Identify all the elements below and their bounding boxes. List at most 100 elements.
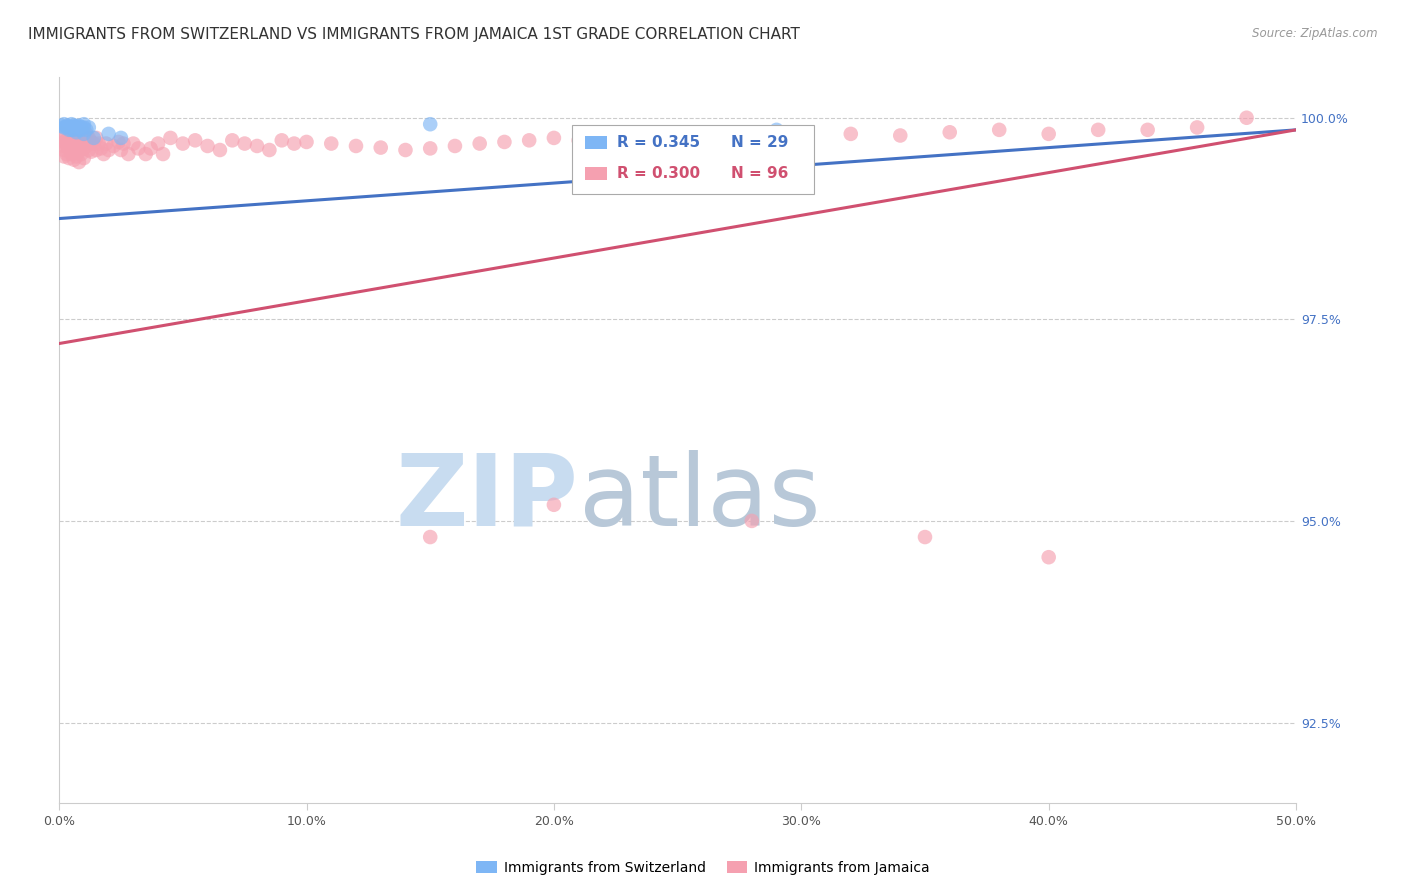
Point (83, 131, 105, 145)
Point (1038, 550, 1060, 565)
Point (73, 117, 96, 131)
Point (70, 136, 93, 151)
Text: Source: ZipAtlas.com: Source: ZipAtlas.com (1253, 27, 1378, 40)
Point (87, 136, 110, 151)
Point (55, 119, 77, 133)
Point (117, 147, 139, 161)
Point (152, 147, 174, 161)
Point (172, 136, 194, 151)
Point (419, 141, 441, 155)
Text: N = 29: N = 29 (731, 136, 789, 150)
FancyBboxPatch shape (572, 125, 814, 194)
Point (988, 123, 1011, 137)
Point (65, 141, 87, 155)
Point (63, 153, 86, 167)
Point (159, 131, 181, 145)
Point (80, 135, 103, 149)
Point (110, 143, 132, 157)
Point (270, 133, 292, 147)
Point (146, 136, 169, 151)
Point (65, 125, 87, 139)
Point (94, 136, 117, 151)
Point (468, 136, 491, 151)
Bar (585, 136, 607, 149)
Point (246, 139, 269, 153)
Text: IMMIGRANTS FROM SWITZERLAND VS IMMIGRANTS FROM JAMAICA 1ST GRADE CORRELATION CHA: IMMIGRANTS FROM SWITZERLAND VS IMMIGRANT… (28, 27, 800, 42)
Point (84, 143, 107, 157)
Point (55, 120, 77, 135)
Point (97, 143, 120, 157)
Bar (585, 168, 607, 180)
Point (184, 133, 207, 147)
Point (70, 120, 93, 135)
Point (55, 133, 77, 147)
Point (67, 136, 90, 151)
Point (75, 127, 97, 141)
Point (1236, 111, 1258, 125)
Point (221, 133, 243, 147)
Point (70, 147, 93, 161)
Point (394, 143, 416, 157)
Point (90, 141, 112, 155)
Point (63, 143, 86, 157)
Point (112, 136, 135, 151)
Point (741, 514, 763, 528)
Point (55, 139, 77, 153)
Point (103, 139, 125, 153)
Point (135, 147, 157, 161)
Point (73, 120, 96, 135)
Point (58, 135, 80, 149)
Text: atlas: atlas (579, 450, 820, 547)
Point (73, 151, 96, 165)
Point (55, 147, 77, 161)
Point (233, 136, 256, 151)
Point (60, 120, 83, 135)
Point (889, 128, 911, 143)
Point (321, 136, 343, 151)
Point (73, 133, 96, 147)
Point (63, 133, 86, 147)
Point (67, 123, 90, 137)
Point (67, 145, 90, 159)
Point (65, 135, 87, 149)
Point (839, 127, 862, 141)
Point (53, 120, 76, 135)
Point (641, 128, 664, 143)
Point (51, 119, 73, 133)
Point (1038, 127, 1060, 141)
Point (53, 135, 76, 149)
Point (790, 125, 813, 139)
Point (60, 123, 83, 137)
Point (51, 133, 73, 147)
Point (53, 117, 76, 131)
Point (127, 141, 149, 155)
Point (60, 117, 83, 131)
Point (51, 139, 73, 153)
Point (765, 123, 787, 137)
Point (1185, 120, 1208, 135)
Point (1087, 123, 1109, 137)
Text: R = 0.300: R = 0.300 (617, 167, 700, 181)
Point (53, 143, 76, 157)
Point (914, 530, 936, 544)
Point (65, 119, 87, 133)
Point (370, 140, 392, 154)
Point (75, 139, 97, 153)
Point (110, 131, 132, 145)
Text: N = 96: N = 96 (731, 167, 789, 181)
Point (107, 135, 129, 149)
Point (60, 131, 83, 145)
Point (63, 123, 86, 137)
Point (1136, 123, 1159, 137)
Point (97, 127, 120, 141)
Point (208, 143, 231, 157)
Point (543, 498, 565, 512)
Point (58, 141, 80, 155)
Point (139, 141, 162, 155)
Point (67, 119, 90, 133)
Point (77, 143, 100, 157)
Legend: Immigrants from Switzerland, Immigrants from Jamaica: Immigrants from Switzerland, Immigrants … (471, 855, 935, 880)
Point (70, 123, 93, 137)
Point (60, 136, 83, 151)
Point (444, 139, 467, 153)
